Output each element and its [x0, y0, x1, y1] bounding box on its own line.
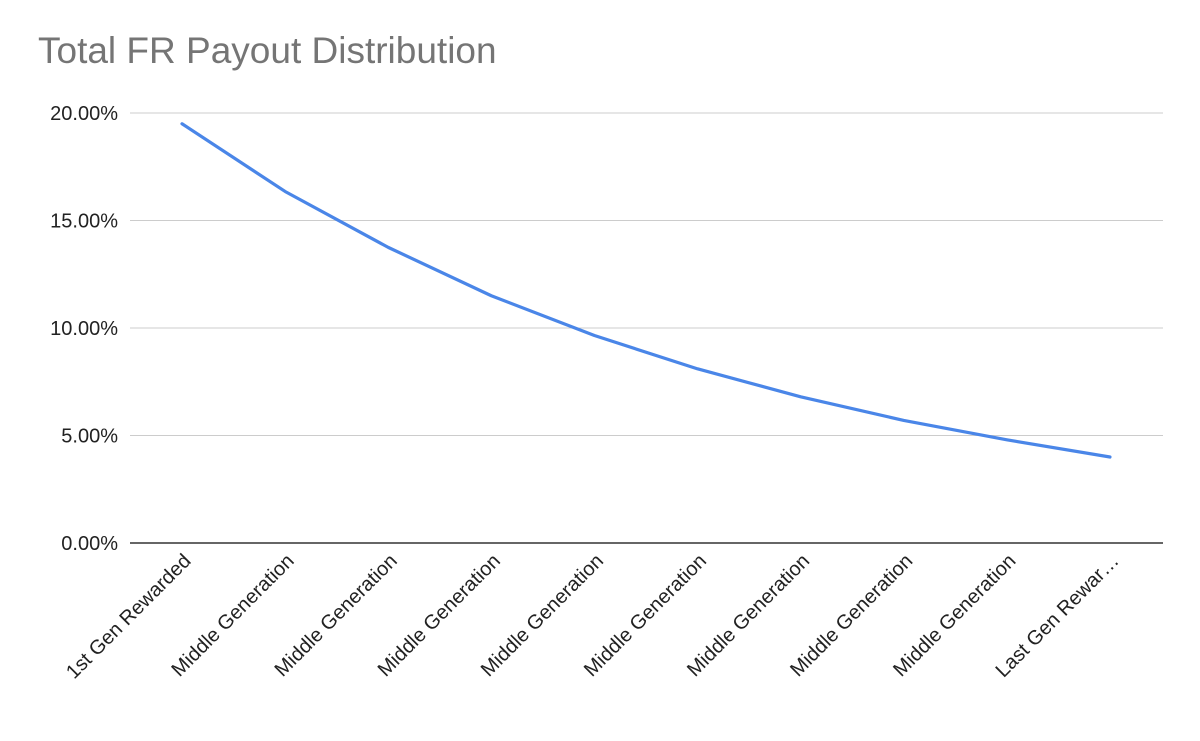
y-tick-label: 15.00% [50, 211, 118, 233]
y-tick-label: 10.00% [50, 318, 118, 340]
series-line [180, 122, 1112, 459]
series-layer [180, 122, 1112, 459]
y-axis-ticks: 0.00% 5.00% 10.00% 15.00% 20.00% [50, 103, 118, 555]
y-tick-label: 20.00% [50, 103, 118, 125]
gridlines [130, 112, 1163, 544]
y-tick-label: 0.00% [61, 533, 118, 555]
chart-title: Total FR Payout Distribution [38, 30, 497, 71]
y-tick-label: 5.00% [61, 426, 118, 448]
